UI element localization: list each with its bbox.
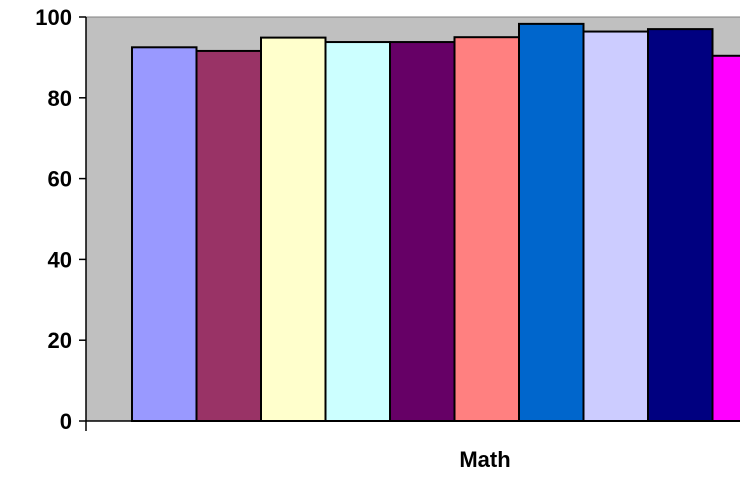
y-tick-label-40: 40 bbox=[48, 247, 72, 272]
bar-3 bbox=[261, 38, 326, 421]
bar-9 bbox=[648, 29, 713, 421]
bar-8 bbox=[584, 32, 649, 421]
x-category-label: Math bbox=[459, 447, 510, 472]
bar-6 bbox=[455, 37, 520, 421]
bars-group bbox=[132, 24, 740, 421]
bar-7 bbox=[519, 24, 584, 421]
y-tick-label-0: 0 bbox=[60, 409, 72, 434]
bar-4 bbox=[326, 42, 391, 421]
y-tick-label-100: 100 bbox=[35, 5, 72, 30]
bar-5 bbox=[390, 42, 455, 421]
y-axis-ticks: 0 20 40 60 80 100 bbox=[35, 5, 86, 434]
y-tick-label-20: 20 bbox=[48, 328, 72, 353]
bar-1 bbox=[132, 47, 197, 421]
y-tick-label-60: 60 bbox=[48, 167, 72, 192]
y-tick-label-80: 80 bbox=[48, 86, 72, 111]
bar-10 bbox=[713, 56, 740, 421]
bar-2 bbox=[197, 51, 262, 421]
